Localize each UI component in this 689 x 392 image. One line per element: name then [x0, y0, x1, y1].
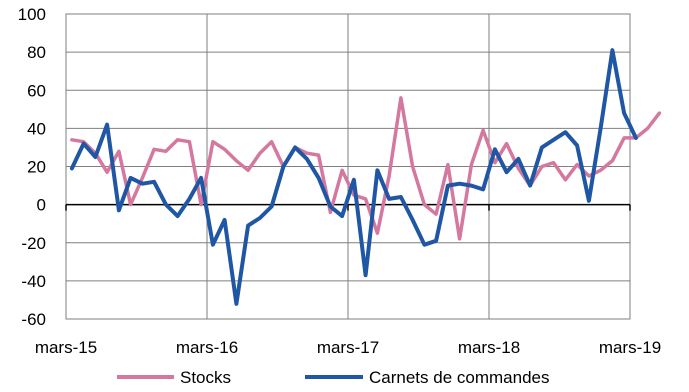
legend: Stocks Carnets de commandes — [117, 368, 549, 387]
y-tick-label: -60 — [21, 310, 46, 329]
y-tick-label: 60 — [27, 81, 46, 100]
y-tick-label: 40 — [27, 119, 46, 138]
y-tick-label: -20 — [21, 234, 46, 253]
y-tick-label: 100 — [18, 5, 46, 24]
x-tick-label: mars-19 — [599, 338, 661, 357]
series-line-stocks — [70, 96, 662, 241]
series-line-carnets-de-commandes — [69, 48, 638, 306]
series-lines — [69, 48, 662, 306]
x-tick-label: mars-17 — [317, 338, 379, 357]
y-tick-label: -40 — [21, 272, 46, 291]
x-tick-label: mars-18 — [458, 338, 520, 357]
y-tick-label: 20 — [27, 158, 46, 177]
x-tick-label: mars-16 — [176, 338, 238, 357]
y-tick-label: 80 — [27, 43, 46, 62]
legend-label: Stocks — [180, 368, 231, 387]
legend-label: Carnets de commandes — [369, 368, 549, 387]
x-axis-tick-labels: mars-15 mars-16 mars-17 mars-18 mars-19 — [35, 338, 661, 357]
y-tick-label: 0 — [37, 196, 46, 215]
zero-axis — [65, 203, 631, 211]
y-axis-tick-labels: 100 80 60 40 20 0 -20 -40 -60 — [18, 5, 46, 329]
x-tick-label: mars-15 — [35, 338, 97, 357]
